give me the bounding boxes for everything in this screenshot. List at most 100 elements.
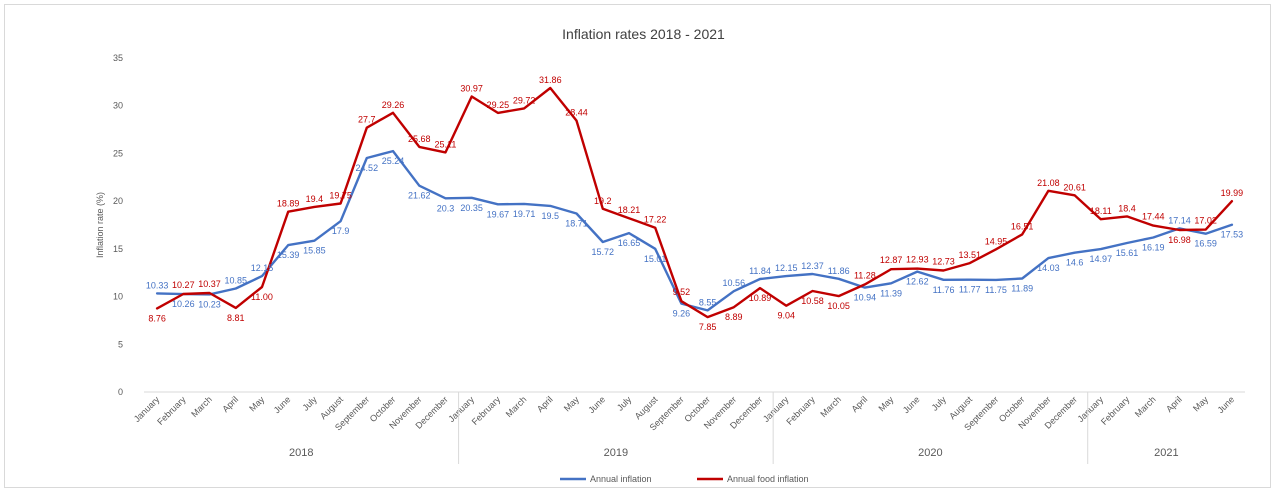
annual-inflation-data-label: 10.26: [172, 299, 195, 309]
y-tick-label: 20: [113, 196, 123, 206]
x-tick-label: May: [247, 394, 266, 413]
annual-inflation-data-label: 19.67: [487, 209, 510, 219]
annual-inflation-data-label: 10.85: [224, 275, 247, 285]
chart-title: Inflation rates 2018 - 2021: [562, 26, 725, 42]
annual-inflation-data-label: 12.15: [251, 263, 274, 273]
x-tick-label: March: [189, 394, 214, 419]
food-inflation-data-label: 8.89: [725, 312, 743, 322]
food-inflation-data-label: 14.95: [985, 236, 1008, 246]
food-inflation-data-label: 8.81: [227, 313, 245, 323]
annual-inflation-data-label: 21.62: [408, 191, 431, 201]
x-tick-label: July: [615, 394, 634, 413]
food-inflation-data-label: 9.52: [673, 287, 691, 297]
legend-entry-label: Annual food inflation: [727, 474, 809, 484]
y-tick-label: 30: [113, 101, 123, 111]
inflation-chart: Inflation rates 2018 - 2021 Inflation ra…: [95, 26, 1245, 484]
food-inflation-data-label: 25.11: [435, 139, 457, 149]
annual-inflation-data-label: 11.89: [1011, 284, 1033, 294]
annual-inflation-data-label: 14.03: [1037, 263, 1060, 273]
x-tick-label: February: [784, 394, 817, 427]
x-tick-label: February: [155, 394, 188, 427]
annual-inflation-data-label: 12.62: [906, 277, 929, 287]
x-tick-label: July: [300, 394, 319, 413]
x-tick-label: February: [1099, 394, 1132, 427]
x-tick-label: March: [504, 394, 529, 419]
annual-inflation-data-label: 12.15: [775, 263, 798, 273]
annual-inflation-data-label: 8.55: [699, 297, 717, 307]
food-inflation-data-label: 17.22: [644, 215, 667, 225]
x-tick-label: June: [1215, 394, 1236, 415]
annual-inflation-data-label: 17.9: [332, 226, 350, 236]
y-tick-label: 15: [113, 244, 123, 254]
food-inflation-data-label: 29.72: [513, 95, 536, 105]
food-inflation-data-label: 10.37: [198, 279, 221, 289]
food-inflation-data-label: 20.61: [1063, 182, 1086, 192]
food-inflation-data-label: 12.87: [880, 255, 903, 265]
series-lines: [155, 86, 1234, 319]
food-inflation-data-label: 25.68: [408, 134, 431, 144]
annual-inflation-data-label: 18.71: [565, 218, 588, 228]
y-axis-label: Inflation rate (%): [95, 192, 105, 258]
annual-inflation-data-label: 10.94: [854, 293, 877, 303]
x-tick-label: February: [470, 394, 503, 427]
food-inflation-data-label: 16.98: [1168, 235, 1191, 245]
annual-inflation-data-label: 16.59: [1194, 239, 1217, 249]
food-inflation-data-label: 19.4: [306, 194, 324, 204]
food-inflation-data-label: 12.93: [906, 255, 929, 265]
year-label: 2018: [289, 447, 313, 459]
year-label: 2021: [1154, 447, 1178, 459]
food-inflation-data-label: 29.26: [382, 100, 405, 110]
x-tick-label: July: [930, 394, 949, 413]
food-inflation-data-label: 19.2: [594, 196, 612, 206]
annual-inflation-data-label: 9.26: [673, 309, 691, 319]
food-inflation-data-label: 12.73: [932, 257, 955, 267]
food-inflation-data-label: 7.85: [699, 322, 717, 332]
annual-inflation-data-label: 11.84: [749, 266, 771, 276]
annual-inflation-data-label: 15.85: [303, 246, 326, 256]
food-inflation-data-label: 31.86: [539, 75, 562, 85]
annual-inflation-line: [155, 149, 1234, 312]
x-tick-label: June: [272, 394, 293, 415]
annual-inflation-data-label: 11.39: [880, 288, 902, 298]
annual-inflation-data-label: 17.14: [1168, 215, 1191, 225]
x-tick-label: April: [1164, 394, 1184, 414]
annual-inflation-data-label: 20.35: [460, 203, 483, 213]
annual-inflation-data-label: 16.65: [618, 238, 641, 248]
annual-inflation-data-label: 14.6: [1066, 258, 1084, 268]
y-tick-label: 10: [113, 292, 123, 302]
y-tick-label: 0: [118, 387, 123, 397]
food-inflation-data-label: 27.7: [358, 115, 376, 125]
food-inflation-data-label: 18.21: [618, 205, 641, 215]
food-inflation-data-label: 9.04: [777, 311, 795, 321]
annual-inflation-data-label: 25.24: [382, 156, 405, 166]
food-inflation-data-label: 11.28: [854, 270, 876, 280]
food-inflation-data-label: 10.89: [749, 293, 772, 303]
annual-inflation-data-label: 20.3: [437, 203, 455, 213]
food-inflation-data-label: 10.27: [172, 280, 195, 290]
x-tick-label: March: [1133, 394, 1158, 419]
x-tick-label: June: [901, 394, 922, 415]
food-inflation-data-label: 18.11: [1090, 206, 1112, 216]
annual-inflation-data-label: 10.56: [723, 278, 746, 288]
food-inflation-data-label: 13.51: [958, 250, 981, 260]
x-tick-label: May: [876, 394, 895, 413]
food-inflation-data-label: 29.25: [487, 100, 510, 110]
y-tick-label: 5: [118, 339, 123, 349]
y-axis-ticks: 0 5 10 15 20 25 30 35: [113, 53, 123, 397]
year-label: 2019: [604, 447, 628, 459]
annual-inflation-data-label: 11.86: [828, 266, 850, 276]
x-tick-label: March: [818, 394, 843, 419]
y-tick-label: 35: [113, 53, 123, 63]
food-inflation-data-label: 10.58: [801, 296, 824, 306]
food-inflation-data-label: 19.99: [1221, 188, 1244, 198]
food-inflation-data-label: 8.76: [148, 313, 166, 323]
legend: Annual inflation Annual food inflation: [560, 474, 809, 484]
x-tick-label: May: [1191, 394, 1210, 413]
annual-inflation-data-label: 15.72: [591, 247, 614, 257]
annual-inflation-data-label: 19.71: [513, 209, 536, 219]
annual-inflation-data-label: 15.01: [644, 254, 667, 264]
annual-inflation-data-label: 11.75: [985, 285, 1007, 295]
food-inflation-data-label: 30.97: [460, 83, 483, 93]
